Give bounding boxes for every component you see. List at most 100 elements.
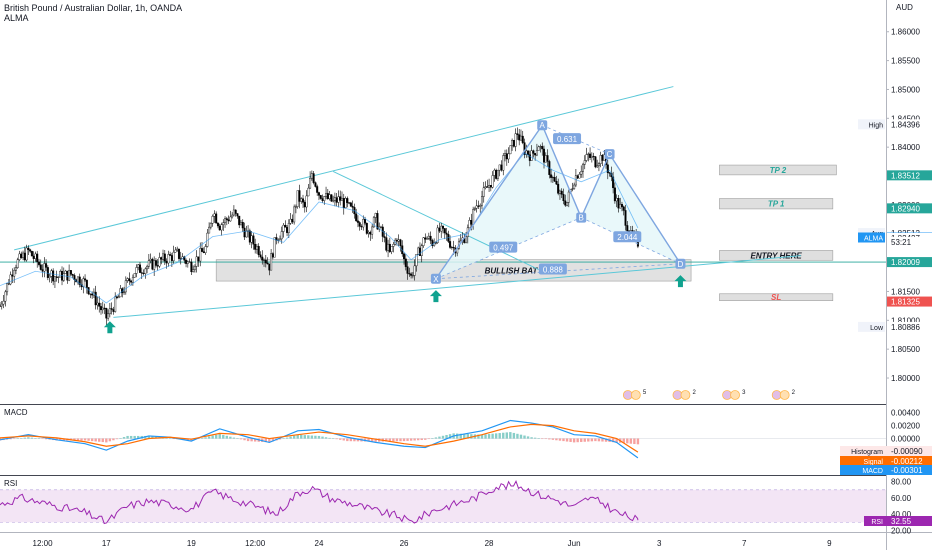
candle-up [392,244,395,247]
price-axis-tick-label: 1.85000 [891,85,920,94]
candle-up [551,177,554,179]
candle-up [294,206,297,208]
histogram-bar [331,438,335,440]
histogram-bar [264,438,267,443]
histogram-bar [342,438,345,441]
histogram-bar [246,438,250,442]
histogram-bar [101,438,104,443]
histogram-bar [388,438,392,442]
candle-down [165,260,168,264]
point-badge [604,149,615,160]
candle-up [585,154,588,161]
pattern-leg-ab [541,124,582,218]
candle-up [484,186,487,189]
candle-up [362,219,365,228]
candle-up [263,259,266,261]
histogram-bar [23,437,27,439]
candle-down [100,306,103,311]
candle-up [379,226,382,228]
candle-down [613,187,616,202]
histogram-bar [115,438,119,440]
rsi-axis-tick-label: 40.00 [891,510,912,519]
histogram-bar [611,438,615,443]
candle-up [18,253,21,260]
histogram-bar [9,438,12,440]
candle-up [440,225,443,232]
candle-down [527,150,530,155]
candle-down [156,265,159,267]
price-label-high: High 1.84396 [858,119,932,130]
histogram-bar [211,435,214,439]
histogram-bar [285,437,289,439]
candle-down [298,190,301,202]
point-badge [430,273,441,284]
histogram-bar [133,435,136,439]
histogram-bar [455,433,459,439]
candle-down [130,280,133,283]
candle-up [209,223,212,228]
histogram-bar [636,438,640,445]
candle-down [69,270,72,275]
histogram-bar [551,438,555,440]
price-tag-value: 1.83512 [891,171,920,180]
candle-down [128,278,131,282]
histogram-bar [601,438,604,442]
histogram-bar [537,438,540,439]
histogram-bar [278,438,282,440]
candle-down [557,183,560,194]
candle-up [498,164,501,171]
zone-label: ENTRY HERE [750,251,802,260]
candle-down [98,302,101,307]
price-tag-name: Low [870,325,884,332]
price-tag-bg [887,296,932,307]
macd-axis-tick-label: 0.00000 [891,435,920,444]
histogram-bar [416,438,420,441]
candle-down [140,272,143,274]
histogram-bar [112,438,115,441]
candle-down [163,253,166,262]
candle-up [539,146,542,148]
macd-label-macd: MACD -0.00301 [840,465,932,475]
candle-up [504,153,507,156]
histogram-bar [402,438,406,442]
candle-down [170,255,173,261]
histogram-bar [346,438,349,442]
candle-down [85,279,88,288]
histogram-bar [597,438,601,442]
candle-down [215,213,218,224]
point-label: C [607,150,613,159]
histogram-bar [594,438,597,442]
candle-down [234,209,237,214]
histogram-bar [580,438,583,442]
candle-down [541,146,544,150]
candles [0,127,639,325]
candle-up [176,248,179,251]
candle-up [4,291,7,302]
candle-down [576,175,579,179]
candle-down [321,198,324,201]
candle-up [337,196,340,203]
histogram-bar [409,438,413,441]
candle-down [406,266,409,274]
candle-up [2,300,5,305]
candle-up [153,260,156,270]
candle-down [115,296,118,299]
candle-down [36,253,39,263]
candle-down [241,222,244,229]
zone-sl: SL [719,293,834,302]
price-tag-name-bg [858,232,885,243]
ratio-label: 0.888 [543,266,564,275]
alma-line [0,152,639,304]
histogram-bar [431,438,434,439]
rsi-axis-tick-label: 60.00 [891,494,912,503]
histogram-bar [544,438,547,440]
candle-up [232,209,235,216]
candle-down [589,153,592,158]
up-arrow-icon [674,275,687,288]
candle-up [167,254,170,264]
rsi-line [0,479,639,525]
candle-down [624,210,627,226]
candle-up [413,265,416,276]
